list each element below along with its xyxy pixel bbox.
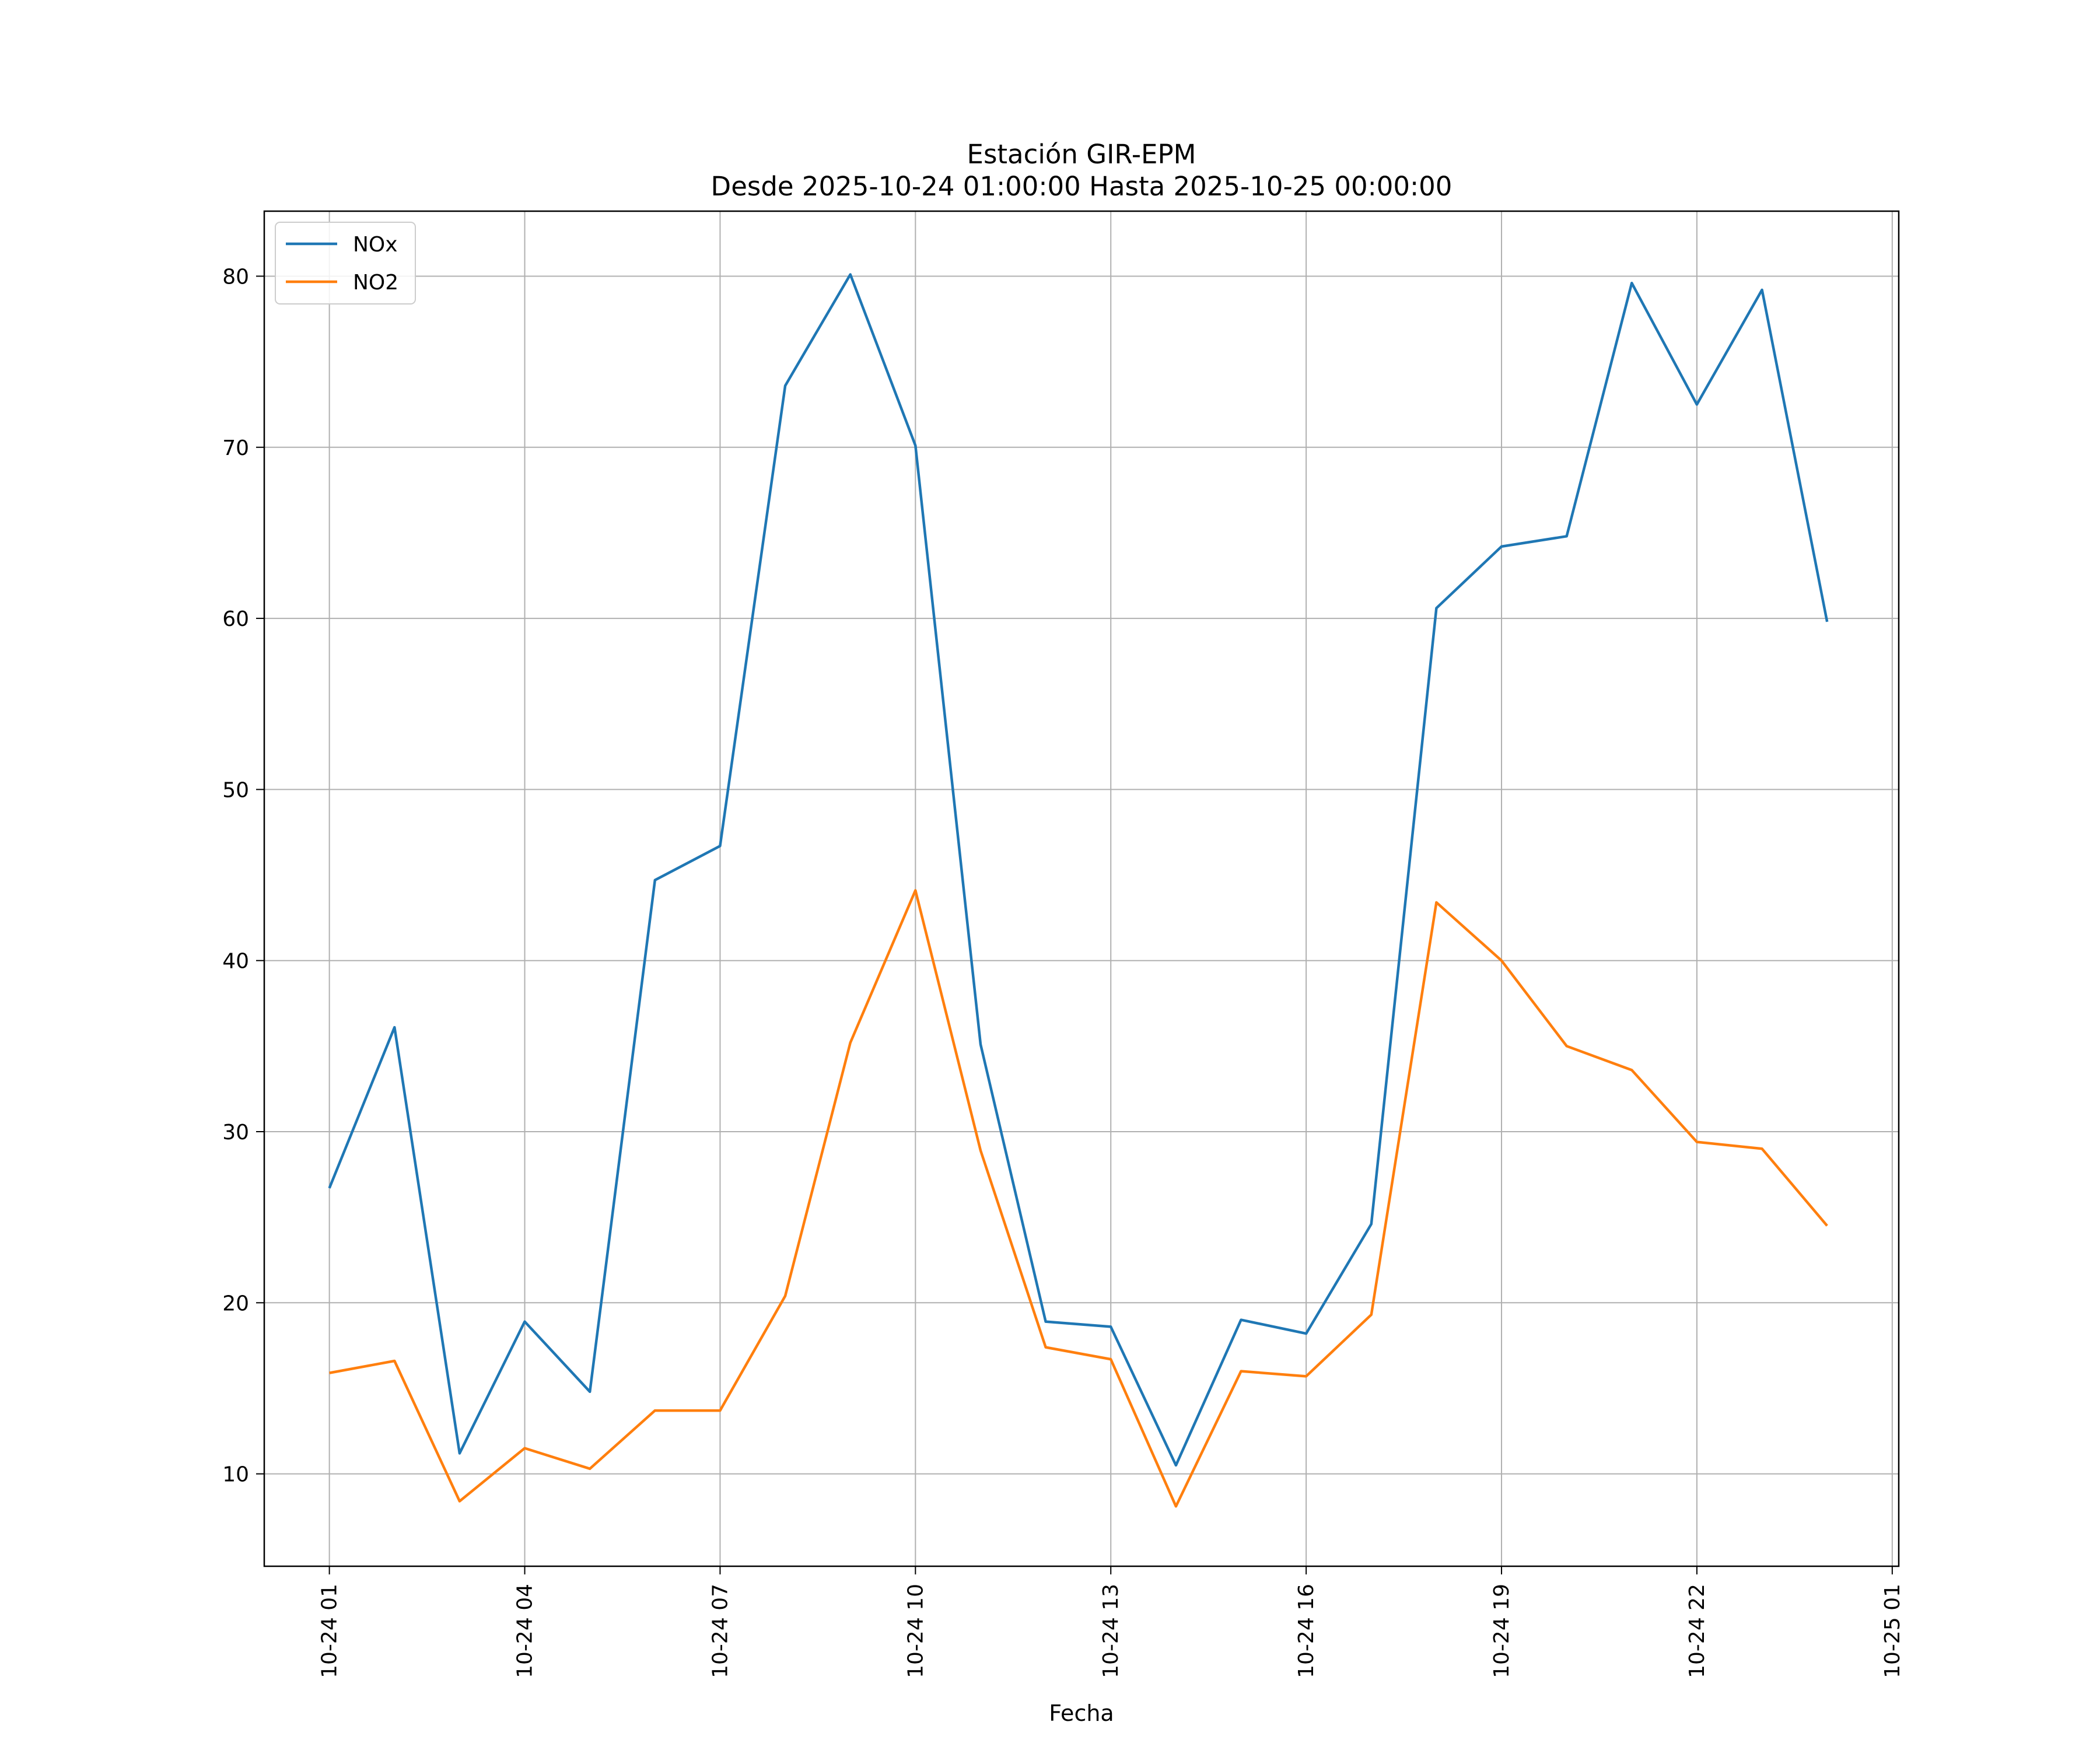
y-tick-label: 60 [222,607,249,631]
x-tick-label: 10-24 22 [1685,1584,1709,1678]
x-axis: 10-24 01 10-24 04 10-24 07 10-24 10 10-24 13… [318,1566,1905,1678]
series-line-no2 [329,889,1828,1508]
y-tick-label: 80 [222,265,249,289]
series-layer [328,273,1829,1508]
x-tick-label: 10-24 19 [1490,1584,1514,1678]
y-tick-label: 50 [222,778,249,802]
x-axis-label: Fecha [1049,1700,1114,1726]
x-tick-label: 10-24 01 [318,1584,342,1678]
y-tick-label: 70 [222,436,249,460]
series-line-nox [328,273,1829,1467]
x-tick-label: 10-24 13 [1099,1584,1123,1678]
x-tick-label: 10-24 07 [708,1584,732,1678]
y-tick-label: 20 [222,1292,249,1315]
grid [264,211,1899,1566]
x-tick-label: 10-24 04 [513,1584,537,1678]
y-tick-label: 10 [222,1463,249,1487]
chart-subtitle: Desde 2025-10-24 01:00:00 Hasta 2025-10-… [711,171,1452,202]
y-axis: 10 20 30 40 50 60 70 80 [222,265,264,1487]
x-tick-label: 10-24 16 [1294,1584,1318,1678]
y-tick-label: 40 [222,950,249,974]
plot-frame [263,210,1900,1567]
legend-label: NO2 [353,271,398,295]
y-tick-label: 30 [222,1121,249,1144]
x-tick-label: 10-25 01 [1881,1584,1905,1678]
x-tick-label: 10-24 10 [904,1584,928,1678]
legend: NOx NO2 [275,222,416,304]
chart-title: Estación GIR-EPM [967,139,1196,170]
legend-label: NOx [353,233,398,257]
